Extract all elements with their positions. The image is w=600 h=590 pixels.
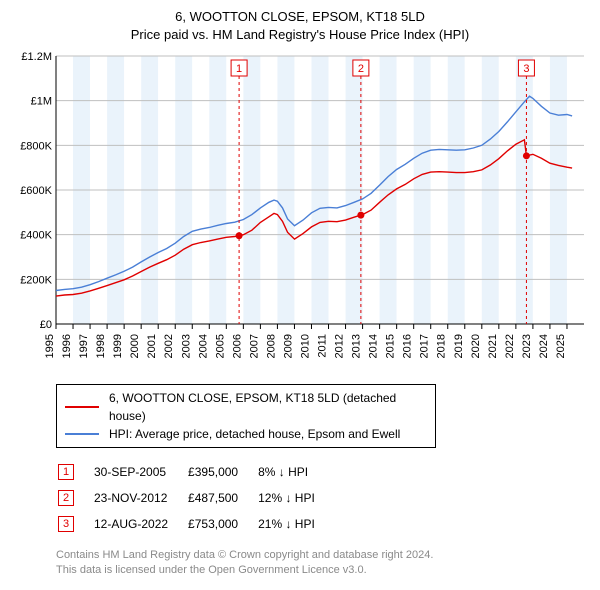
svg-text:3: 3 bbox=[523, 63, 529, 75]
svg-text:1995: 1995 bbox=[44, 334, 56, 358]
legend: 6, WOOTTON CLOSE, EPSOM, KT18 5LD (detac… bbox=[56, 384, 436, 448]
svg-text:2005: 2005 bbox=[214, 334, 226, 358]
sale-delta: 8% ↓ HPI bbox=[258, 460, 333, 484]
footnote: Contains HM Land Registry data © Crown c… bbox=[56, 548, 590, 578]
svg-text:2: 2 bbox=[358, 63, 364, 75]
svg-text:2018: 2018 bbox=[436, 334, 448, 358]
sale-marker-icon: 2 bbox=[58, 490, 74, 506]
svg-text:2009: 2009 bbox=[282, 334, 294, 358]
chart-svg: £0 £200K £400K £600K £800K £1M £1.2M 1995 1996 19… bbox=[10, 48, 590, 378]
sale-marker-icon: 3 bbox=[58, 516, 74, 532]
footnote-line: Contains HM Land Registry data © Crown c… bbox=[56, 548, 590, 563]
footnote-line: This data is licensed under the Open Gov… bbox=[56, 563, 590, 578]
svg-text:2014: 2014 bbox=[368, 334, 380, 358]
sale-date: 12-AUG-2022 bbox=[94, 512, 186, 536]
svg-text:2008: 2008 bbox=[265, 334, 277, 358]
svg-text:2023: 2023 bbox=[521, 334, 533, 358]
sale-price: £753,000 bbox=[188, 512, 256, 536]
line-chart: £0 £200K £400K £600K £800K £1M £1.2M 1995 1996 19… bbox=[10, 48, 590, 378]
svg-text:2017: 2017 bbox=[419, 334, 431, 358]
legend-label: HPI: Average price, detached house, Epso… bbox=[109, 425, 400, 443]
svg-text:2006: 2006 bbox=[231, 334, 243, 358]
legend-item-subject: 6, WOOTTON CLOSE, EPSOM, KT18 5LD (detac… bbox=[65, 389, 427, 425]
svg-text:1996: 1996 bbox=[61, 334, 73, 358]
table-row: 2 23-NOV-2012 £487,500 12% ↓ HPI bbox=[58, 486, 333, 510]
table-row: 1 30-SEP-2005 £395,000 8% ↓ HPI bbox=[58, 460, 333, 484]
svg-text:2022: 2022 bbox=[504, 334, 516, 358]
svg-text:2012: 2012 bbox=[334, 334, 346, 358]
chart-container: 6, WOOTTON CLOSE, EPSOM, KT18 5LD Price … bbox=[0, 0, 600, 584]
svg-text:1: 1 bbox=[236, 63, 242, 75]
svg-text:£400K: £400K bbox=[20, 230, 52, 242]
svg-text:2004: 2004 bbox=[197, 334, 209, 358]
svg-text:2001: 2001 bbox=[146, 334, 158, 358]
svg-text:2015: 2015 bbox=[385, 334, 397, 358]
sale-marker-icon: 1 bbox=[58, 464, 74, 480]
svg-text:£200K: £200K bbox=[20, 275, 52, 287]
svg-text:2019: 2019 bbox=[453, 334, 465, 358]
svg-text:2010: 2010 bbox=[299, 334, 311, 358]
svg-text:£800K: £800K bbox=[20, 141, 52, 153]
svg-text:£1M: £1M bbox=[31, 96, 52, 108]
sale-delta: 21% ↓ HPI bbox=[258, 512, 333, 536]
sale-price: £487,500 bbox=[188, 486, 256, 510]
svg-text:£1.2M: £1.2M bbox=[21, 51, 52, 63]
svg-text:1998: 1998 bbox=[95, 334, 107, 358]
svg-text:2024: 2024 bbox=[538, 334, 550, 358]
sale-price: £395,000 bbox=[188, 460, 256, 484]
svg-text:2007: 2007 bbox=[248, 334, 260, 358]
svg-text:£0: £0 bbox=[40, 319, 52, 331]
legend-swatch bbox=[65, 433, 99, 435]
svg-text:2002: 2002 bbox=[163, 334, 175, 358]
svg-text:1999: 1999 bbox=[112, 334, 124, 358]
svg-text:2025: 2025 bbox=[555, 334, 567, 358]
legend-label: 6, WOOTTON CLOSE, EPSOM, KT18 5LD (detac… bbox=[109, 389, 427, 425]
sale-date: 23-NOV-2012 bbox=[94, 486, 186, 510]
svg-text:2016: 2016 bbox=[402, 334, 414, 358]
svg-text:2011: 2011 bbox=[317, 334, 329, 358]
svg-text:1997: 1997 bbox=[78, 334, 90, 358]
svg-text:2000: 2000 bbox=[129, 334, 141, 358]
svg-text:2020: 2020 bbox=[470, 334, 482, 358]
chart-subtitle: Price paid vs. HM Land Registry's House … bbox=[10, 26, 590, 44]
svg-text:2021: 2021 bbox=[487, 334, 499, 358]
sale-date: 30-SEP-2005 bbox=[94, 460, 186, 484]
table-row: 3 12-AUG-2022 £753,000 21% ↓ HPI bbox=[58, 512, 333, 536]
svg-text:£600K: £600K bbox=[20, 185, 52, 197]
sale-delta: 12% ↓ HPI bbox=[258, 486, 333, 510]
legend-swatch bbox=[65, 406, 99, 408]
svg-text:2003: 2003 bbox=[180, 334, 192, 358]
svg-text:2013: 2013 bbox=[351, 334, 363, 358]
legend-item-hpi: HPI: Average price, detached house, Epso… bbox=[65, 425, 427, 443]
sales-table: 1 30-SEP-2005 £395,000 8% ↓ HPI 2 23-NOV… bbox=[56, 458, 335, 538]
chart-title: 6, WOOTTON CLOSE, EPSOM, KT18 5LD bbox=[10, 8, 590, 26]
